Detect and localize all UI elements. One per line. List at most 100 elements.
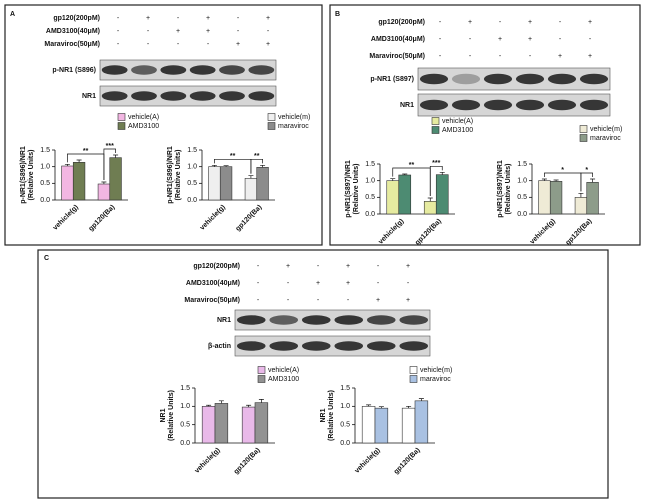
- treatment-sign: -: [469, 36, 472, 43]
- legend-label: vehicle(A): [268, 367, 299, 374]
- blot-label: NR1: [82, 93, 96, 100]
- treatment-sign: +: [316, 280, 320, 287]
- error-bar: [541, 178, 547, 181]
- treatment-sign: +: [266, 15, 270, 22]
- legend-label: maraviroc: [278, 123, 309, 130]
- treatment-sign: -: [257, 263, 260, 270]
- blot-image: [99, 59, 277, 81]
- blot-band: [334, 341, 364, 351]
- blot-band: [579, 73, 609, 85]
- y-tick-label: 0.0: [365, 211, 375, 218]
- significance-label: **: [83, 148, 89, 155]
- error-bar: [578, 192, 584, 198]
- treatment-sign: -: [559, 19, 562, 26]
- treatment-sign: -: [559, 36, 562, 43]
- treatment-sign: -: [237, 28, 240, 35]
- bar: [208, 166, 221, 201]
- error-bar: [218, 400, 224, 404]
- y-tick-label: 1.5: [517, 161, 527, 168]
- panel-box: [329, 4, 641, 246]
- error-bar: [439, 171, 445, 175]
- blot-band: [419, 73, 449, 85]
- blot-image: [234, 309, 431, 331]
- y-axis-label: (Relative Units): [175, 150, 182, 201]
- blot-band: [236, 341, 266, 351]
- x-tick-label: vehicle(g): [52, 204, 80, 232]
- bar: [574, 197, 588, 215]
- x-tick-label: gp120(Ba): [235, 204, 264, 233]
- blot-band: [189, 91, 216, 101]
- treatment-sign: -: [147, 28, 150, 35]
- legend-swatch: [117, 122, 126, 130]
- treatment-sign: +: [498, 36, 502, 43]
- bar: [401, 407, 416, 444]
- panel-letter: C: [44, 255, 49, 262]
- treatment-sign: -: [257, 297, 260, 304]
- blot-band: [248, 91, 275, 101]
- treatment-sign: -: [347, 297, 350, 304]
- blot-band: [547, 99, 577, 111]
- blot-label: p-NR1 (S896): [52, 67, 96, 74]
- error-bar: [206, 404, 212, 407]
- treatment-sign: -: [177, 15, 180, 22]
- x-tick-label: gp120(Ba): [565, 218, 594, 247]
- legend-label: vehicle(A): [442, 118, 473, 125]
- error-bar: [418, 398, 424, 401]
- blot-image: [417, 93, 611, 117]
- treatment-sign: -: [237, 15, 240, 22]
- error-bar: [427, 197, 433, 202]
- blot-label: p-NR1 (S897): [370, 76, 414, 83]
- treatment-sign: -: [439, 53, 442, 60]
- x-tick-label: vehicle(g): [194, 447, 222, 475]
- treatment-sign: +: [346, 280, 350, 287]
- blot-band: [483, 99, 513, 111]
- blot-label: NR1: [217, 317, 231, 324]
- y-axis-label: p-NR1(S897)/NR1: [497, 160, 504, 218]
- y-tick-label: 1.0: [180, 403, 190, 410]
- treatment-label: AMD3100(40μM): [186, 280, 240, 287]
- blot-image: [234, 335, 431, 357]
- treatment-sign: -: [469, 53, 472, 60]
- bar: [214, 403, 229, 444]
- y-tick-label: 0.0: [40, 197, 50, 204]
- significance-bracket: [250, 158, 263, 174]
- treatment-label: gp120(200pM): [53, 15, 100, 22]
- y-tick-label: 1.5: [180, 385, 190, 392]
- error-bar: [64, 163, 70, 166]
- x-tick-label: gp120(Ba): [414, 218, 443, 247]
- legend-label: vehicle(m): [278, 114, 310, 121]
- treatment-sign: +: [206, 28, 210, 35]
- error-bar: [246, 404, 252, 408]
- bar: [549, 181, 563, 215]
- y-tick-label: 1.5: [340, 385, 350, 392]
- y-tick-label: 0.0: [180, 440, 190, 447]
- blot-band: [301, 341, 331, 351]
- y-tick-label: 1.0: [365, 178, 375, 185]
- treatment-label: gp120(200pM): [378, 19, 425, 26]
- y-axis-label: p-NR1(S897)/NR1: [345, 160, 352, 218]
- error-bar: [248, 175, 254, 179]
- blot-band: [515, 73, 545, 85]
- significance-label: *: [585, 167, 588, 174]
- panel-box: [37, 249, 609, 499]
- blot-band: [399, 341, 429, 351]
- legend-swatch: [431, 117, 440, 125]
- treatment-label: Maraviroc(50μM): [369, 53, 425, 60]
- blot-band: [219, 91, 245, 101]
- treatment-sign: -: [377, 263, 380, 270]
- treatment-sign: +: [468, 19, 472, 26]
- bar: [538, 180, 551, 215]
- y-axis-label: NR1: [320, 408, 327, 422]
- significance-label: **: [254, 153, 260, 160]
- legend-label: maraviroc: [590, 135, 621, 142]
- legend-swatch: [257, 366, 266, 374]
- treatment-sign: -: [287, 297, 290, 304]
- legend-label: maraviroc: [420, 376, 451, 383]
- blot-band: [248, 65, 275, 75]
- significance-bracket: [103, 148, 116, 180]
- significance-label: **: [409, 162, 415, 169]
- blot-band: [451, 73, 481, 85]
- blot-band: [101, 65, 128, 75]
- treatment-sign: +: [286, 263, 290, 270]
- y-tick-label: 0.5: [187, 180, 197, 187]
